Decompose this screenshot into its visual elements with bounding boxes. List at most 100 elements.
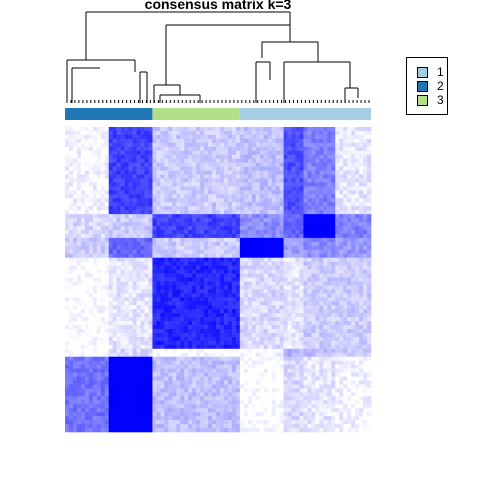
- heatmap-cell: [113, 297, 117, 301]
- heatmap-cell: [196, 337, 200, 341]
- heatmap-cell: [268, 329, 272, 333]
- heatmap-cell: [280, 198, 284, 202]
- heatmap-cell: [208, 325, 212, 329]
- heatmap-cell: [81, 377, 85, 381]
- heatmap-cell: [69, 337, 73, 341]
- heatmap-cell: [208, 178, 212, 182]
- heatmap-cell: [240, 329, 244, 333]
- heatmap-cell: [347, 349, 351, 353]
- heatmap-cell: [303, 210, 307, 214]
- heatmap-cell: [156, 242, 160, 246]
- heatmap-cell: [73, 242, 77, 246]
- heatmap-cell: [339, 297, 343, 301]
- heatmap-cell: [347, 222, 351, 226]
- heatmap-cell: [260, 349, 264, 353]
- heatmap-cell: [295, 289, 299, 293]
- heatmap-cell: [160, 373, 164, 377]
- heatmap-cell: [335, 190, 339, 194]
- heatmap-cell: [101, 333, 105, 337]
- heatmap-cell: [315, 155, 319, 159]
- heatmap-cell: [315, 254, 319, 258]
- heatmap-cell: [315, 250, 319, 254]
- heatmap-cell: [363, 147, 367, 151]
- heatmap-cell: [331, 325, 335, 329]
- heatmap-cell: [343, 325, 347, 329]
- heatmap-cell: [232, 202, 236, 206]
- heatmap-cell: [200, 210, 204, 214]
- heatmap-cell: [188, 266, 192, 270]
- heatmap-cell: [299, 159, 303, 163]
- heatmap-cell: [276, 234, 280, 238]
- heatmap-cell: [288, 349, 292, 353]
- heatmap-cell: [295, 226, 299, 230]
- heatmap-cell: [343, 357, 347, 361]
- heatmap-cell: [184, 222, 188, 226]
- heatmap-cell: [121, 139, 125, 143]
- heatmap-cell: [331, 159, 335, 163]
- heatmap-cell: [256, 373, 260, 377]
- heatmap-cell: [268, 226, 272, 230]
- heatmap-cell: [284, 127, 288, 131]
- heatmap-cell: [331, 309, 335, 313]
- heatmap-cell: [192, 258, 196, 262]
- heatmap-cell: [117, 238, 121, 242]
- heatmap-cell: [351, 186, 355, 190]
- heatmap-cell: [113, 333, 117, 337]
- heatmap-cell: [208, 186, 212, 190]
- heatmap-cell: [180, 246, 184, 250]
- heatmap-cell: [184, 254, 188, 258]
- heatmap-cell: [109, 246, 113, 250]
- heatmap-cell: [117, 159, 121, 163]
- heatmap-cell: [160, 365, 164, 369]
- heatmap-cell: [180, 361, 184, 365]
- heatmap-cell: [319, 361, 323, 365]
- heatmap-cell: [220, 274, 224, 278]
- heatmap-cell: [367, 178, 371, 182]
- heatmap-cell: [311, 143, 315, 147]
- heatmap-cell: [137, 361, 141, 365]
- heatmap-cell: [168, 325, 172, 329]
- heatmap-cell: [248, 250, 252, 254]
- heatmap-cell: [335, 163, 339, 167]
- heatmap-cell: [252, 345, 256, 349]
- heatmap-cell: [109, 178, 113, 182]
- heatmap-cell: [121, 341, 125, 345]
- heatmap-cell: [212, 369, 216, 373]
- heatmap-cell: [236, 345, 240, 349]
- heatmap-cell: [268, 171, 272, 175]
- heatmap-cell: [224, 182, 228, 186]
- heatmap-cell: [196, 198, 200, 202]
- heatmap-cell: [129, 301, 133, 305]
- heatmap-cell: [307, 139, 311, 143]
- heatmap-cell: [232, 329, 236, 333]
- heatmap-cell: [347, 151, 351, 155]
- heatmap-cell: [105, 329, 109, 333]
- heatmap-cell: [204, 218, 208, 222]
- heatmap-cell: [200, 151, 204, 155]
- heatmap-cell: [252, 210, 256, 214]
- heatmap-cell: [232, 325, 236, 329]
- heatmap-cell: [327, 234, 331, 238]
- heatmap-cell: [260, 309, 264, 313]
- heatmap-cell: [232, 341, 236, 345]
- heatmap-cell: [343, 222, 347, 226]
- heatmap-cell: [288, 357, 292, 361]
- heatmap-cell: [144, 289, 148, 293]
- heatmap-cell: [77, 305, 81, 309]
- heatmap-cell: [264, 254, 268, 258]
- heatmap-cell: [272, 127, 276, 131]
- heatmap-cell: [176, 234, 180, 238]
- heatmap-cell: [331, 270, 335, 274]
- heatmap-cell: [363, 357, 367, 361]
- heatmap-cell: [363, 305, 367, 309]
- heatmap-cell: [81, 131, 85, 135]
- heatmap-cell: [343, 266, 347, 270]
- heatmap-cell: [339, 353, 343, 357]
- heatmap-cell: [93, 202, 97, 206]
- heatmap-cell: [208, 127, 212, 131]
- heatmap-cell: [311, 182, 315, 186]
- heatmap-cell: [347, 167, 351, 171]
- heatmap-cell: [303, 151, 307, 155]
- heatmap-cell: [236, 238, 240, 242]
- heatmap-cell: [303, 214, 307, 218]
